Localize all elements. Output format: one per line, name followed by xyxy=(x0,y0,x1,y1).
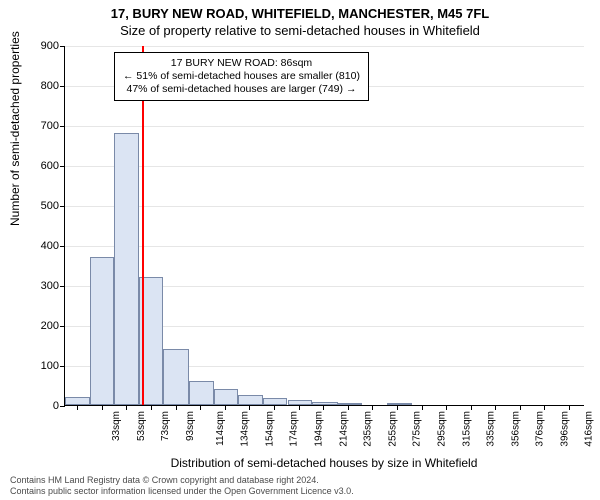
ytick-label: 0 xyxy=(53,400,65,412)
xtick-mark xyxy=(569,405,570,410)
ytick-label: 800 xyxy=(41,80,65,92)
histogram-bar xyxy=(238,395,263,405)
xtick-mark xyxy=(126,405,127,410)
histogram-bar xyxy=(387,403,412,405)
xtick-label: 235sqm xyxy=(363,411,374,447)
ytick-label: 600 xyxy=(41,160,65,172)
annotation-line: ← 51% of semi-detached houses are smalle… xyxy=(123,70,360,83)
xtick-label: 376sqm xyxy=(535,411,546,447)
xtick-mark xyxy=(495,405,496,410)
xtick-mark xyxy=(471,405,472,410)
xtick-mark xyxy=(249,405,250,410)
xtick-label: 396sqm xyxy=(559,411,570,447)
xtick-mark xyxy=(200,405,201,410)
xtick-label: 255sqm xyxy=(387,411,398,447)
ytick-label: 700 xyxy=(41,120,65,132)
xtick-mark xyxy=(446,405,447,410)
xtick-label: 174sqm xyxy=(289,411,300,447)
histogram-bar xyxy=(214,389,239,405)
annotation-line: 17 BURY NEW ROAD: 86sqm xyxy=(123,57,360,70)
xtick-label: 33sqm xyxy=(111,411,122,441)
xtick-label: 275sqm xyxy=(412,411,423,447)
xtick-label: 114sqm xyxy=(214,411,225,446)
histogram-bar xyxy=(263,398,288,405)
xtick-label: 154sqm xyxy=(264,411,275,447)
chart-title-sub: Size of property relative to semi-detach… xyxy=(0,23,600,38)
xtick-mark xyxy=(323,405,324,410)
xtick-mark xyxy=(397,405,398,410)
xtick-mark xyxy=(520,405,521,410)
xtick-mark xyxy=(348,405,349,410)
histogram-bar xyxy=(65,397,90,405)
xtick-mark xyxy=(225,405,226,410)
ytick-label: 300 xyxy=(41,280,65,292)
histogram-bar xyxy=(163,349,189,405)
histogram-bar xyxy=(90,257,115,405)
xtick-mark xyxy=(274,405,275,410)
xtick-label: 194sqm xyxy=(314,411,325,447)
histogram-bar xyxy=(312,402,338,405)
footer-line-1: Contains HM Land Registry data © Crown c… xyxy=(10,475,590,485)
xtick-label: 214sqm xyxy=(338,411,349,447)
xtick-mark xyxy=(176,405,177,410)
ytick-label: 400 xyxy=(41,240,65,252)
histogram-bar xyxy=(288,400,313,405)
footer-attribution: Contains HM Land Registry data © Crown c… xyxy=(10,475,590,496)
xtick-label: 73sqm xyxy=(160,411,171,441)
annotation-line: 47% of semi-detached houses are larger (… xyxy=(123,83,360,96)
histogram-bar xyxy=(338,403,363,405)
xtick-mark xyxy=(422,405,423,410)
footer-line-2: Contains public sector information licen… xyxy=(10,486,590,496)
xtick-mark xyxy=(372,405,373,410)
histogram-bar xyxy=(189,381,214,405)
xtick-label: 356sqm xyxy=(510,411,521,447)
y-axis-label: Number of semi-detached properties xyxy=(8,31,22,226)
ytick-label: 200 xyxy=(41,320,65,332)
histogram-bar xyxy=(114,133,139,405)
annotation-box: 17 BURY NEW ROAD: 86sqm← 51% of semi-det… xyxy=(114,52,369,101)
chart-title-main: 17, BURY NEW ROAD, WHITEFIELD, MANCHESTE… xyxy=(0,6,600,21)
xtick-mark xyxy=(77,405,78,410)
ytick-label: 900 xyxy=(41,40,65,52)
xtick-mark xyxy=(299,405,300,410)
x-axis-label: Distribution of semi-detached houses by … xyxy=(64,456,584,470)
xtick-label: 315sqm xyxy=(461,411,472,447)
xtick-label: 295sqm xyxy=(436,411,447,447)
xtick-mark xyxy=(102,405,103,410)
xtick-label: 134sqm xyxy=(240,411,251,447)
ytick-label: 500 xyxy=(41,200,65,212)
xtick-mark xyxy=(544,405,545,410)
xtick-label: 53sqm xyxy=(136,411,147,441)
xtick-label: 335sqm xyxy=(486,411,497,447)
xtick-label: 416sqm xyxy=(584,411,595,447)
xtick-mark xyxy=(151,405,152,410)
xtick-label: 93sqm xyxy=(185,411,196,441)
ytick-label: 100 xyxy=(41,360,65,372)
